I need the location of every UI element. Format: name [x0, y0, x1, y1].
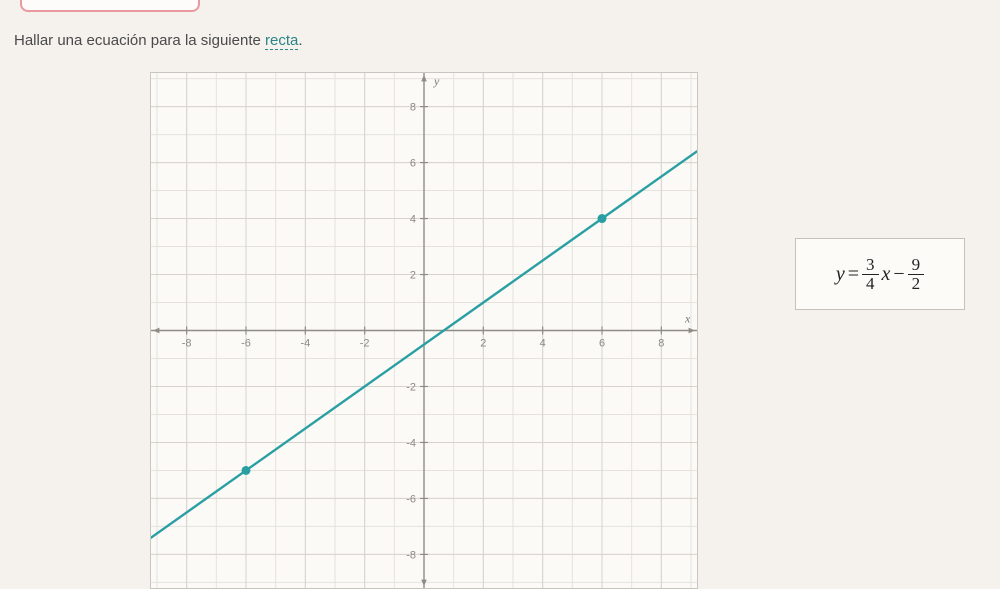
svg-text:4: 4 [540, 337, 546, 349]
eq-slope-den: 4 [862, 275, 879, 293]
eq-int-den: 2 [908, 275, 925, 293]
eq-intercept-fraction: 9 2 [908, 256, 925, 293]
previous-input-remnant [20, 0, 200, 12]
eq-int-num: 9 [908, 256, 925, 275]
coordinate-graph: -8 -6 -4 -2 2 4 6 8 -8 -6 -4 -2 2 4 6 8 y x [150, 72, 698, 589]
svg-text:-2: -2 [406, 381, 416, 393]
eq-slope-num: 3 [862, 256, 879, 275]
eq-lhs: y [836, 263, 845, 286]
svg-text:-2: -2 [360, 337, 370, 349]
eq-op: − [893, 263, 904, 286]
prompt-text-after: . [298, 32, 302, 49]
glossary-link-recta[interactable]: recta [265, 32, 298, 50]
svg-text:-4: -4 [406, 437, 416, 449]
svg-text:6: 6 [410, 158, 416, 170]
svg-text:-6: -6 [406, 493, 416, 505]
svg-text:-8: -8 [182, 337, 192, 349]
eq-slope-fraction: 3 4 [862, 256, 879, 293]
prompt-text-before: Hallar una ecuación para la siguiente [14, 32, 265, 49]
svg-text:2: 2 [410, 270, 416, 282]
svg-text:6: 6 [599, 337, 605, 349]
svg-text:-8: -8 [406, 549, 416, 561]
svg-text:y: y [433, 74, 440, 88]
svg-text:-6: -6 [241, 337, 251, 349]
svg-text:2: 2 [480, 337, 486, 349]
svg-text:-4: -4 [300, 337, 310, 349]
eq-equals: = [848, 263, 859, 286]
svg-text:8: 8 [658, 337, 664, 349]
graph-svg: -8 -6 -4 -2 2 4 6 8 -8 -6 -4 -2 2 4 6 8 y x [151, 73, 697, 588]
equation: y = 3 4 x − 9 2 [836, 256, 924, 293]
svg-text:x: x [684, 312, 691, 326]
question-prompt: Hallar una ecuación para la siguiente re… [14, 32, 303, 49]
eq-var: x [882, 263, 891, 286]
answer-box: y = 3 4 x − 9 2 [795, 238, 965, 310]
svg-text:8: 8 [410, 102, 416, 114]
svg-text:4: 4 [410, 214, 416, 226]
